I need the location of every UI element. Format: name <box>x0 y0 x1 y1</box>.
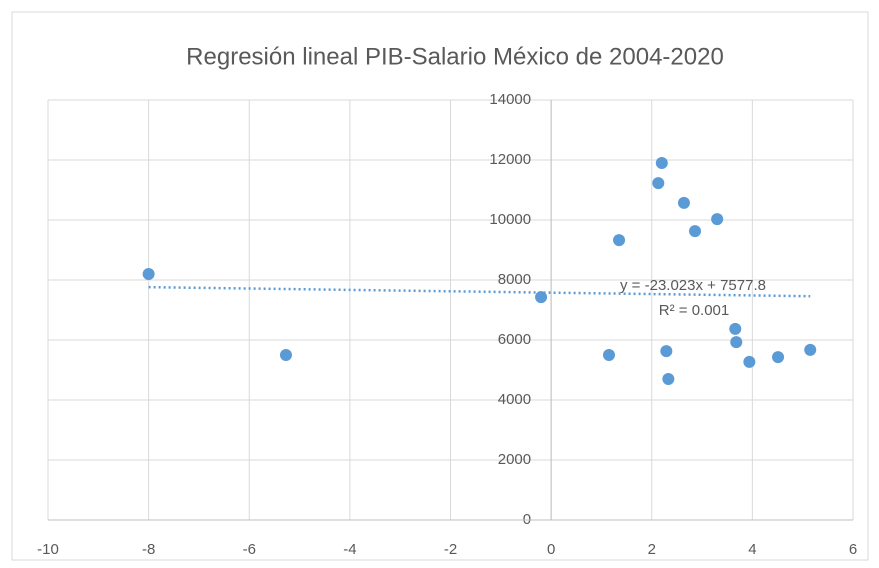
point <box>662 373 675 385</box>
y-tick-label: 4000 <box>498 391 531 408</box>
point <box>772 351 785 364</box>
point <box>602 349 615 361</box>
y-tick-label: 12000 <box>489 151 531 168</box>
point <box>613 234 626 247</box>
trendline <box>148 285 811 298</box>
x-tick-label: 6 <box>849 541 857 558</box>
point <box>142 268 155 280</box>
x-tick-label: -2 <box>444 541 457 558</box>
point <box>729 322 742 335</box>
x-tick-label: -4 <box>343 541 356 558</box>
point <box>655 157 668 169</box>
point <box>711 213 724 226</box>
x-tick-label: -6 <box>243 541 256 558</box>
point <box>652 177 665 190</box>
point <box>743 355 756 368</box>
trendline-r2: R² = 0.001 <box>659 302 729 319</box>
point <box>677 196 690 209</box>
point <box>689 225 702 238</box>
x-tick-label: 4 <box>748 541 756 558</box>
x-tick-label: 2 <box>648 541 656 558</box>
x-tick-label: -10 <box>37 541 59 558</box>
y-tick-label: 6000 <box>498 331 531 348</box>
x-tick-label: 0 <box>547 541 555 558</box>
y-tick-label: 0 <box>523 511 531 528</box>
y-tick-label: 10000 <box>489 211 531 228</box>
point <box>279 349 292 361</box>
y-tick-label: 14000 <box>489 91 531 108</box>
point <box>730 336 743 349</box>
y-tick-label: 2000 <box>498 451 531 468</box>
y-tick-label: 8000 <box>498 271 531 288</box>
point <box>535 291 548 304</box>
chart-title: Regresión lineal PIB-Salario México de 2… <box>186 43 724 70</box>
trendline-equation: y = -23.023x + 7577.8 <box>620 277 766 294</box>
point <box>804 343 817 356</box>
x-tick-label: -8 <box>142 541 155 558</box>
point <box>660 345 673 358</box>
